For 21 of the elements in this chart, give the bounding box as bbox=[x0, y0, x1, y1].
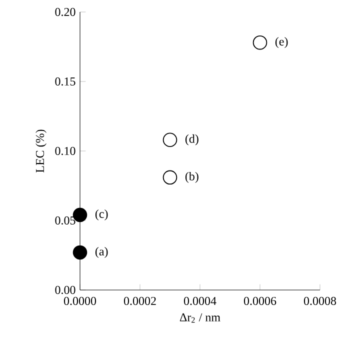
x-tick-label: 0.0004 bbox=[184, 296, 216, 306]
point bbox=[162, 170, 178, 185]
annotation: (d) bbox=[185, 134, 198, 146]
point bbox=[252, 35, 268, 50]
y-tick-label: 0.05 bbox=[55, 216, 76, 225]
annotation: (a) bbox=[95, 247, 108, 258]
annotation: (b) bbox=[185, 172, 198, 183]
x-tick-label: 0.0008 bbox=[304, 296, 336, 306]
x-axis-title: Δr$_{2}$ / nm bbox=[180, 313, 220, 323]
y-tick-label: 0.20 bbox=[55, 8, 76, 16]
x-tick-label: 0.0000 bbox=[64, 296, 96, 306]
point bbox=[162, 132, 178, 148]
annotation: (e) bbox=[275, 37, 288, 48]
y-tick-label: 0.15 bbox=[55, 77, 76, 86]
x-tick-label: 0.0006 bbox=[244, 296, 276, 306]
y-tick-label: 0.00 bbox=[55, 286, 76, 294]
x-tick-label: 0.0002 bbox=[124, 296, 156, 306]
point bbox=[72, 245, 88, 260]
annotation: (c) bbox=[95, 209, 108, 220]
y-axis-title: LEC (%) bbox=[36, 130, 46, 172]
y-tick-label: 0.10 bbox=[55, 146, 76, 156]
